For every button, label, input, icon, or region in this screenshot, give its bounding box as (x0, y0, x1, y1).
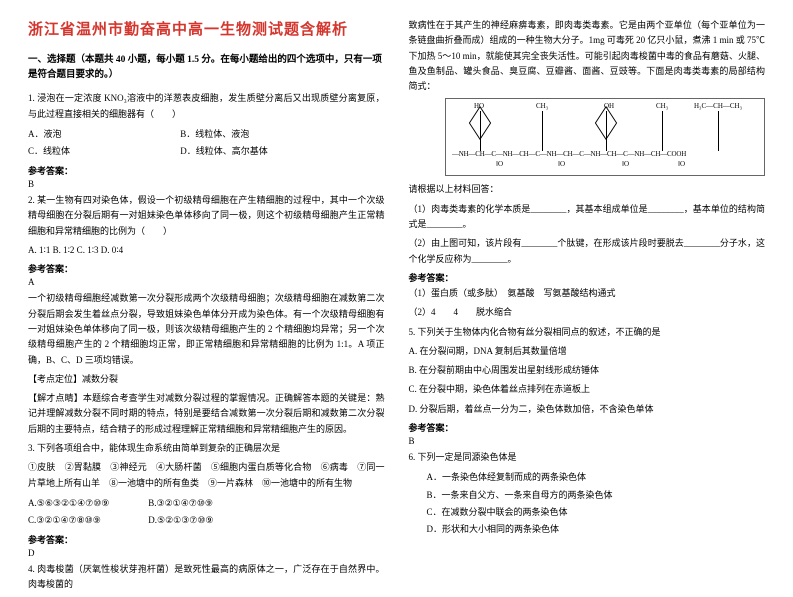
bond-line-1 (480, 111, 481, 151)
chem-o-1: ‖O (496, 161, 503, 168)
q1-options: A．液泡 B．线粒体、液泡 C．线粒体 D．线粒体、高尔基体 (28, 126, 385, 160)
q5-opt-d: D. 分裂后期，着丝点一分为二，染色体数加倍，不含染色单体 (409, 402, 766, 417)
doc-title: 浙江省温州市勤奋高中高一生物测试题含解析 (28, 18, 385, 39)
q3-opt-a: A.⑤⑥③②①④⑦⑩⑨ (28, 495, 146, 512)
q2-keyword: 【考点定位】减数分裂 (28, 372, 385, 387)
chem-o-3: ‖O (622, 161, 629, 168)
q2-options: A. 1∶1 B. 1∶2 C. 1∶3 D. 0∶4 (28, 243, 385, 258)
q5-answer: B (409, 436, 766, 446)
q4-answer-1: （1）蛋白质（或多肽） 氨基酸 写氨基酸结构通式 (409, 286, 766, 301)
q3-opt-d: D.⑤②①③⑦⑩⑨ (148, 512, 266, 529)
left-column: 浙江省温州市勤奋高中高一生物测试题含解析 一、选择题（本题共 40 小题，每小题… (28, 18, 385, 597)
q2-answer-label: 参考答案： (28, 262, 385, 275)
q2-explanation-2: 【解才点睛】本题综合考查学生对减数分裂过程的掌握情况。正确解答本题的关键是：熟记… (28, 391, 385, 437)
q5-stem: 5. 下列关于生物体内化合物有丝分裂相同点的叙述，不正确的是 (409, 325, 766, 340)
q6-opt-d: D．形状和大小相同的两条染色体 (409, 521, 766, 537)
q3-items: ①皮肤 ②胃黏膜 ③神经元 ④大肠杆菌 ⑤细胞内蛋白质等化合物 ⑥病毒 ⑦同一片… (28, 460, 385, 491)
q3-opt-b: B.③②①④⑦⑩⑨ (148, 495, 266, 512)
q3-opt-c: C.③②①④⑦⑧⑩⑨ (28, 512, 146, 529)
q6-opt-c: C．在减数分裂中联会的两条染色体 (409, 504, 766, 520)
chem-label-ch3-2: CH₃ (656, 103, 668, 110)
q4-answer-2: （2）4 4 脱水缩合 (409, 305, 766, 320)
q4-answer-label: 参考答案： (409, 271, 766, 284)
q4-prompt: 请根据以上材料回答： (409, 182, 766, 197)
q2-explanation-1: 一个初级精母细胞经减数第一次分裂形成两个次级精母细胞；次级精母细胞在减数第二次分… (28, 291, 385, 367)
q2-stem: 2. 某一生物有四对染色体，假设一个初级精母细胞在产生精细胞的过程中，其中一个次… (28, 193, 385, 239)
q5-answer-label: 参考答案： (409, 421, 766, 434)
chem-o-4: ‖O (678, 161, 685, 168)
q5-opt-a: A. 在分裂间期，DNA 复制后其数量倍增 (409, 344, 766, 359)
bond-line-5 (718, 111, 719, 151)
q3-options: A.⑤⑥③②①④⑦⑩⑨ B.③②①④⑦⑩⑨ C.③②①④⑦⑧⑩⑨ D.⑤②①③⑦… (28, 495, 385, 529)
q3-stem: 3. 下列各项组合中，能体现生命系统由简单到复杂的正确层次是 (28, 441, 385, 456)
chem-label-ch3-1: CH₃ (536, 103, 548, 110)
chem-label-branch: H₃C—CH—CH₃ (694, 103, 742, 110)
q5-opt-b: B. 在分裂前期由中心周围发出星射线形成纺锤体 (409, 363, 766, 378)
q4-sub1: （1）肉毒类毒素的化学本质是________，其基本组成单位是________，… (409, 202, 766, 233)
chemistry-structure-figure: HO CH₃ OH CH₃ H₃C—CH—CH₃ —NH—CH—C—NH—CH—… (445, 98, 765, 176)
q4-sub2: （2）由上图可知，该片段有________个肽键，在形成该片段时要脱去_____… (409, 236, 766, 267)
right-column: 致病性在于其产生的神经麻痹毒素，即肉毒类毒素。它是由两个亚单位（每个亚单位为一条… (409, 18, 766, 597)
q1-opt-b: B．线粒体、液泡 (180, 126, 330, 143)
chem-o-2: ‖O (558, 161, 565, 168)
q4-stem-part2: 致病性在于其产生的神经麻痹毒素，即肉毒类毒素。它是由两个亚单位（每个亚单位为一条… (409, 18, 766, 94)
q6-opt-a: A．一条染色体经复制而成的两条染色体 (409, 469, 766, 485)
q1-opt-d: D．线粒体、高尔基体 (180, 143, 330, 160)
q5-opt-c: C. 在分裂中期，染色体着丝点排列在赤道板上 (409, 382, 766, 397)
q3-answer-label: 参考答案： (28, 533, 385, 546)
section-1-heading: 一、选择题（本题共 40 小题，每小题 1.5 分。在每小题给出的四个选项中，只… (28, 53, 385, 83)
q3-answer: D (28, 548, 385, 558)
page-root: 浙江省温州市勤奋高中高一生物测试题含解析 一、选择题（本题共 40 小题，每小题… (28, 18, 765, 597)
q1-opt-a: A．液泡 (28, 126, 178, 143)
q1-answer-label: 参考答案： (28, 164, 385, 177)
q1-answer: B (28, 179, 385, 189)
bond-line-3 (606, 111, 607, 151)
q4-stem-part1: 4. 肉毒梭菌（厌氧性梭状芽孢杆菌）是致死性最高的病原体之一，广泛存在于自然界中… (28, 562, 385, 593)
bond-line-2 (542, 111, 543, 151)
q2-answer: A (28, 277, 385, 287)
q6-stem: 6. 下列一定是同源染色体是 (409, 450, 766, 465)
q1-stem: 1. 浸泡在一定浓度 KNO₃溶液中的洋葱表皮细胞，发生质壁分离后又出现质壁分离… (28, 91, 385, 122)
bond-line-4 (662, 111, 663, 151)
q1-opt-c: C．线粒体 (28, 143, 178, 160)
q6-opt-b: B．一条来自父方、一条来自母方的两条染色体 (409, 487, 766, 503)
chem-backbone-chain: —NH—CH—C—NH—CH—C—NH—CH—C—NH—CH—C—NH—CH—C… (452, 151, 758, 158)
